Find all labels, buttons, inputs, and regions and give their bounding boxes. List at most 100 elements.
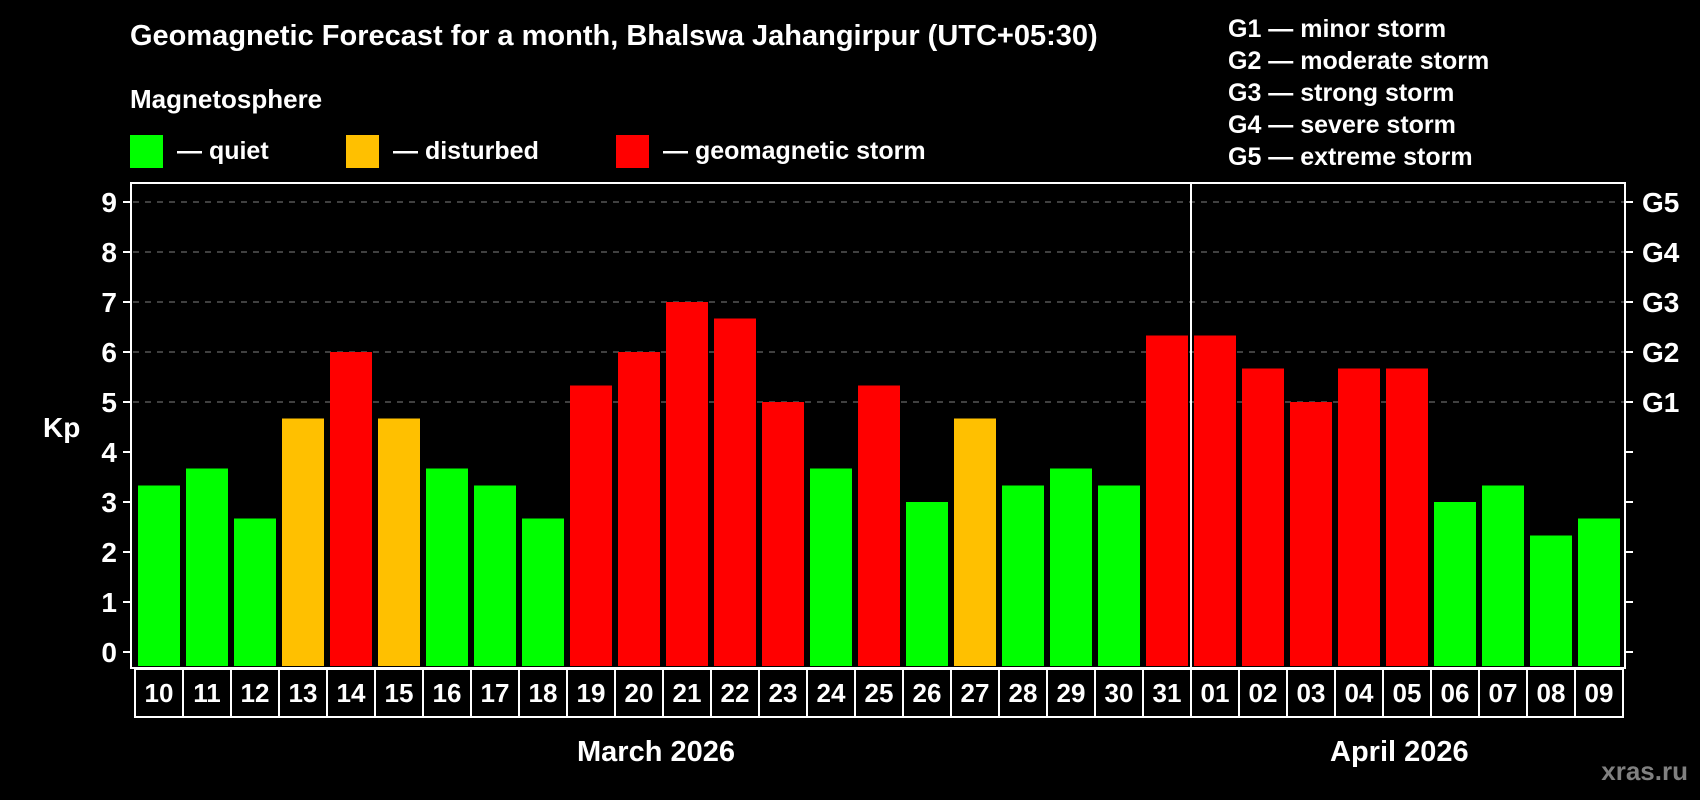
legend-item-quiet: — quiet [130,134,269,168]
date-label: 15 [385,678,414,708]
axes: 0 1 2 3 4 5 G1 6 G2 7 G3 8 G4 9 G5 Kp [43,182,1680,669]
bar-storm [762,402,804,666]
date-label: 01 [1201,678,1230,708]
bar-quiet [1050,468,1092,666]
date-label: 19 [577,678,606,708]
bar-quiet [906,502,948,666]
month-label-march: March 2026 [577,736,735,768]
g-legend-g5: G5 — extreme storm [1228,143,1473,171]
date-label: 30 [1105,678,1134,708]
date-label: 05 [1393,678,1422,708]
bar-storm [858,385,900,666]
date-label: 18 [529,678,558,708]
date-label: 10 [145,678,174,708]
legend-item-storm: — geomagnetic storm [616,134,926,168]
date-label: 02 [1249,678,1278,708]
g-scale-legend: G1 — minor storm G2 — moderate storm G3 … [1228,13,1489,173]
y-tick-label: 6 [101,337,117,368]
y-tick-label: 7 [101,287,117,318]
bar-storm [1338,368,1380,666]
bar-quiet [426,468,468,666]
bar-storm [714,318,756,666]
date-label: 24 [817,678,846,708]
date-label: 04 [1345,678,1374,708]
date-label: 09 [1585,678,1614,708]
date-label: 27 [961,678,990,708]
bar-storm [1386,368,1428,666]
date-label: 31 [1153,678,1182,708]
bar-quiet [474,485,516,666]
date-label: 20 [625,678,654,708]
chart-title: Geomagnetic Forecast for a month, Bhalsw… [130,20,1098,52]
bar-quiet [810,468,852,666]
date-label: 08 [1537,678,1566,708]
date-label: 06 [1441,678,1470,708]
date-label: 26 [913,678,942,708]
y-tick-label: 5 [101,387,117,418]
bar-storm [570,385,612,666]
y-axis-label: Kp [43,412,80,443]
date-label: 07 [1489,678,1518,708]
bar-quiet [1578,518,1620,666]
bar-storm [330,352,372,666]
date-label: 21 [673,678,702,708]
g-scale-label: G1 [1642,387,1679,418]
date-label: 22 [721,678,750,708]
legend-item-disturbed: — disturbed [346,134,539,168]
y-tick-label: 0 [101,637,117,668]
g-legend-g3: G3 — strong storm [1228,79,1455,107]
watermark: xras.ru [1601,756,1688,786]
bar-storm [618,352,660,666]
bar-quiet [1002,485,1044,666]
bar-quiet [186,468,228,666]
g-legend-g2: G2 — moderate storm [1228,47,1490,75]
date-label: 17 [481,678,510,708]
g-scale-label: G2 [1642,337,1679,368]
date-label: 16 [433,678,462,708]
date-label: 11 [193,678,221,708]
bar-disturbed [954,418,996,666]
y-tick-label: 4 [101,437,117,468]
bar-quiet [1098,485,1140,666]
bar-storm [1242,368,1284,666]
month-label-april: April 2026 [1330,736,1469,768]
g-legend-g4: G4 — severe storm [1228,111,1456,139]
date-strip [134,668,1624,718]
bar-quiet [1482,485,1524,666]
bar-quiet [1434,502,1476,666]
date-label: 13 [289,678,318,708]
y-tick-label: 8 [101,237,117,268]
date-label: 12 [241,678,270,708]
legend-swatch-storm [616,134,649,168]
legend-label-storm: — geomagnetic storm [663,136,926,165]
date-label: 14 [337,678,366,708]
y-tick-label: 3 [101,487,117,518]
date-axis: 10 11 12 13 14 15 16 17 18 19 20 21 22 23 24 25 26 27 28 29… [134,668,1624,718]
date-label: 03 [1297,678,1326,708]
y-tick-label: 2 [101,537,117,568]
g-scale-label: G5 [1642,187,1679,218]
g-scale-label: G4 [1642,237,1680,268]
bar-quiet [138,485,180,666]
bar-quiet [522,518,564,666]
legend-swatch-disturbed [346,134,379,168]
date-label: 25 [865,678,894,708]
date-label: 28 [1009,678,1038,708]
bar-disturbed [378,418,420,666]
bar-storm [1290,402,1332,666]
legend-swatch-quiet [130,134,163,168]
bars [138,302,1620,666]
legend-label-disturbed: — disturbed [393,136,539,165]
date-label: 29 [1057,678,1086,708]
y-tick-label: 9 [101,187,117,218]
bar-storm [1146,335,1188,666]
g-scale-label: G3 [1642,287,1679,318]
bar-storm [1194,335,1236,666]
legend-label-quiet: — quiet [177,136,269,165]
bar-quiet [234,518,276,666]
y-tick-label: 1 [101,587,117,618]
bar-storm [666,302,708,666]
magnetosphere-label: Magnetosphere [130,84,323,114]
date-label: 23 [769,678,798,708]
